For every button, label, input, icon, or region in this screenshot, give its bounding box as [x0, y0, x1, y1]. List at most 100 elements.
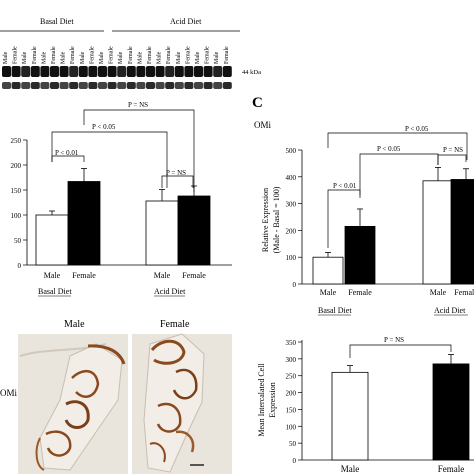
blot-lane-label: Male [118, 51, 124, 64]
blot-band-lower [50, 82, 59, 89]
blot-lane-label: Female [32, 46, 38, 64]
panel-c-annot-1: P < 0.01 [333, 182, 357, 190]
bar [450, 179, 474, 285]
blot-group-basal: Basal Diet [40, 17, 74, 26]
blot-lane-label: Male [99, 51, 105, 64]
blot-lane-label: Female [51, 46, 57, 64]
blot-bands [2, 66, 232, 89]
micrograph-label-male: Male [64, 319, 85, 330]
blot-band-lower [155, 82, 165, 89]
panel-e-annot-1: P = NS [384, 336, 404, 344]
blot-lane-label: Male [214, 51, 220, 64]
blot-band-upper [40, 66, 50, 77]
y-tick-label: 200 [286, 390, 297, 398]
blot-band-upper [184, 66, 194, 77]
panel-e-y-ticks: 0 50 100 150 200 250 300 350 [286, 339, 302, 465]
blot-band-upper [126, 66, 136, 77]
blot-band-lower [213, 82, 223, 89]
y-tick-label: 200 [11, 162, 22, 170]
blot-band-upper [50, 66, 59, 77]
blot-band-upper [194, 66, 203, 77]
y-tick-label: 500 [286, 147, 297, 155]
blot-band-upper [78, 66, 88, 77]
y-tick-label: 0 [293, 457, 297, 465]
panel-c-y-ticks: 0 100 200 300 400 500 [286, 147, 302, 289]
panel-c-letter: C [252, 95, 263, 111]
panel-b-group-basal: Basal Diet [38, 287, 72, 296]
x-tick-label: Male [320, 288, 337, 297]
blot-lane-label: Female [166, 46, 172, 64]
y-tick-label: 0 [18, 262, 22, 270]
blot-band-lower [194, 82, 203, 89]
panel-c-ylabel-1: Relative Expression [261, 188, 270, 252]
micrograph-region-label: OMi [0, 388, 18, 398]
x-tick-label: Female [454, 288, 474, 297]
bar [35, 214, 69, 266]
blot-lane-label: Male [3, 51, 9, 64]
x-tick-label: Male [430, 288, 447, 297]
panel-c-bracket-sex-acid [437, 154, 467, 165]
blot-band-upper [222, 66, 232, 77]
y-tick-label: 250 [11, 137, 22, 145]
blot-band-upper [88, 66, 98, 77]
panel-b-y-ticks: 0 50 100 150 200 250 [11, 137, 27, 270]
y-tick-label: 150 [11, 187, 22, 195]
y-tick-label: 100 [286, 423, 297, 431]
blot-band-upper [59, 66, 69, 77]
panel-c-group-basal: Basal Diet [318, 306, 352, 315]
panel-c-group-acid: Acid Diet [434, 306, 466, 315]
y-tick-label: 50 [289, 440, 297, 448]
panel-b-annot-2: P < 0.05 [92, 123, 116, 131]
y-tick-label: 300 [286, 201, 297, 209]
blot-lane-label: Male [195, 51, 201, 64]
panel-b-bracket-male-diet [83, 109, 195, 192]
blot-band-lower [146, 82, 155, 89]
panel-e-ylabel-1: Mean Intercalated Cell [257, 363, 266, 437]
y-tick-label: 200 [286, 227, 297, 235]
blot-band-lower [136, 82, 146, 89]
blot-band-upper [117, 66, 127, 77]
y-tick-label: 300 [286, 356, 297, 364]
blot-lane-label: Female [109, 46, 115, 64]
blot-band-upper [69, 66, 79, 77]
blot-band-lower [11, 82, 21, 89]
blot-lane-label: Male [157, 51, 163, 64]
blot-group-acid: Acid Diet [170, 17, 202, 26]
blot-band-label: 44 kDa [242, 69, 261, 76]
bar [312, 256, 344, 285]
bar [422, 180, 454, 285]
y-tick-label: 150 [286, 406, 297, 414]
blot-lane-label: Female [128, 46, 134, 64]
panel-b-chart: 0 50 100 150 200 250 Male Female Male Female Bas… [11, 101, 232, 297]
blot-band-upper [11, 66, 21, 77]
panel-c-x-labels: Male Female Male Female [320, 288, 474, 297]
blot-lane-label: Female [70, 46, 76, 64]
y-tick-label: 100 [286, 254, 297, 262]
blot-band-upper [107, 66, 117, 77]
blot-band-lower [40, 82, 50, 89]
blot-lane-label: Female [224, 46, 230, 64]
panel-c-annot-3: P < 0.05 [405, 125, 429, 133]
x-tick-label: Female [438, 464, 465, 474]
panel-c-chart: C OMi 0 100 200 300 400 500 Relative Expressi… [252, 95, 474, 316]
y-tick-label: 350 [286, 339, 297, 347]
x-tick-label: Male [44, 271, 61, 280]
scale-bar [190, 464, 204, 466]
blot-band-lower [78, 82, 88, 89]
blot-band-lower [126, 82, 136, 89]
panel-e-x-labels: Male Female [341, 464, 465, 474]
blot-lane-label: Female [147, 46, 153, 64]
y-tick-label: 50 [14, 237, 22, 245]
blot-band-lower [174, 82, 184, 89]
blot-lane-label: Female [185, 46, 191, 64]
blot-band-lower [184, 82, 194, 89]
blot-band-upper [2, 66, 11, 77]
western-blot: Basal Diet Acid Diet Male Female Male Femal… [0, 17, 261, 89]
panel-b-x-labels: Male Female Male Female [44, 271, 206, 280]
bar [331, 371, 369, 461]
blot-lane-label: Male [176, 51, 182, 64]
panel-c-ylabel-2: (Male - Basal = 100) [272, 186, 281, 253]
panel-e-chart: 0 50 100 150 200 250 300 350 Mean Intercalated … [257, 336, 474, 474]
x-tick-label: Female [182, 271, 206, 280]
blot-lane-label: Male [22, 51, 28, 64]
